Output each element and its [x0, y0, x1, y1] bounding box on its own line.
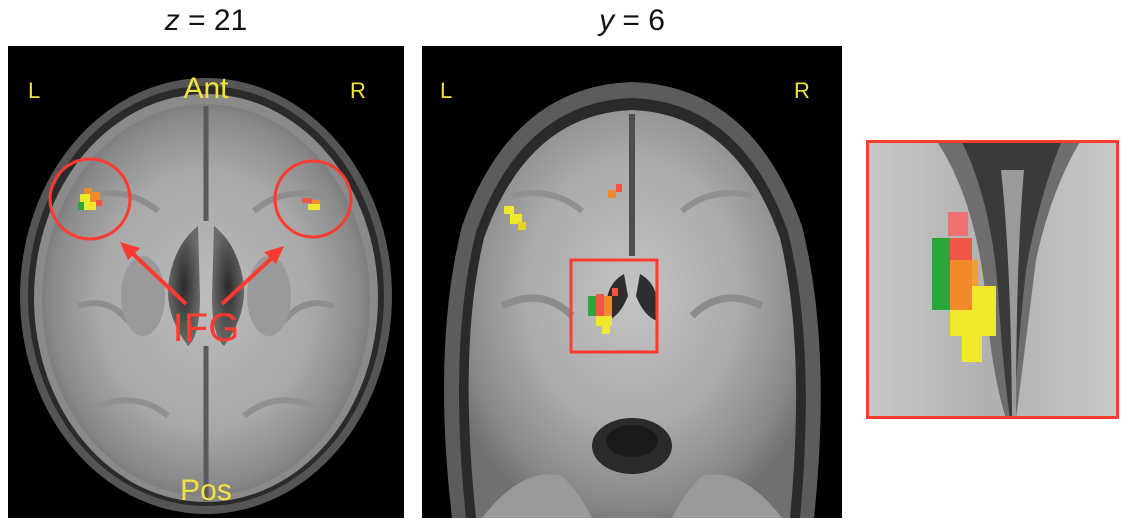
axial-right-label: R	[350, 78, 366, 103]
caudate-activation	[588, 288, 618, 334]
axial-brain-image	[20, 78, 392, 514]
ifg-label: IFG	[172, 306, 240, 350]
ifg-arrows	[120, 242, 284, 306]
coronal-brain-image	[444, 82, 821, 518]
axial-title-value: = 21	[179, 4, 248, 37]
right-ventricle	[636, 274, 658, 321]
brain-tissue	[468, 110, 797, 518]
anterior-label: Ant	[183, 72, 229, 105]
axial-left-label: L	[28, 78, 41, 103]
coronal-brain-slice: L R	[422, 46, 842, 518]
right-ventricle	[212, 226, 245, 346]
roi-box	[569, 258, 659, 354]
axial-slice-title: z = 21	[8, 4, 404, 38]
coronal-left-label: L	[440, 78, 453, 103]
coronal-right-label: R	[794, 78, 810, 103]
left-ifg-circle	[48, 157, 132, 241]
posterior-label: Pos	[180, 474, 232, 507]
axial-brain-slice: L R Ant Pos IFG	[8, 46, 404, 518]
coronal-title-value: = 6	[614, 4, 665, 37]
zoomed-activation	[932, 212, 996, 362]
right-ifg-circle	[273, 159, 353, 239]
coronal-title-variable: y	[599, 4, 615, 37]
inset-border	[866, 140, 1119, 419]
coronal-slice-title: y = 6	[422, 4, 842, 38]
right-ifg-activation	[302, 198, 320, 210]
left-ventricle	[167, 226, 200, 346]
left-cortical-activation	[504, 206, 526, 230]
zoomed-caudate-image	[866, 140, 1119, 419]
axial-title-variable: z	[164, 4, 180, 37]
left-ifg-activation	[78, 188, 102, 210]
zoomed-inset	[866, 140, 1119, 419]
medial-activation	[608, 184, 622, 198]
